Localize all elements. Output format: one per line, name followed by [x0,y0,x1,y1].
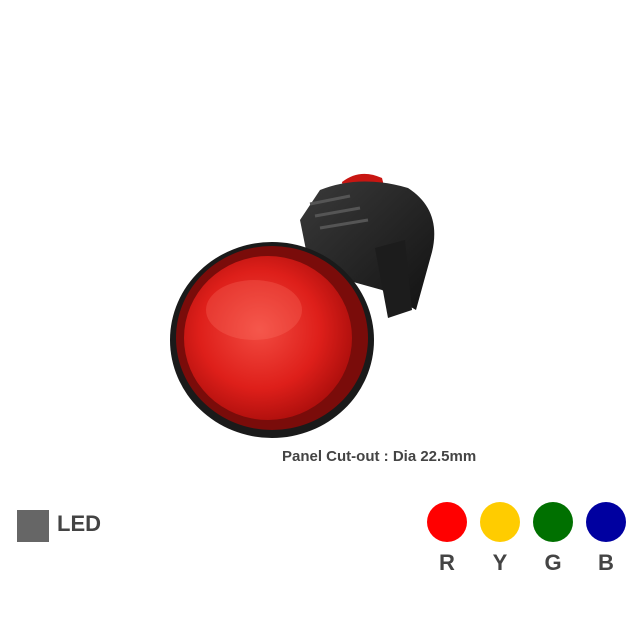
color-dot-yellow [480,502,520,542]
color-dot-red [427,502,467,542]
color-dot-blue [586,502,626,542]
color-letter-r: R [439,550,455,575]
panel-cutout-caption: Panel Cut-out : Dia 22.5mm [282,448,477,465]
color-letter-g: G [544,550,562,575]
color-letter-b: B [598,550,614,575]
led-swatch [17,510,49,542]
led-label: LED [57,511,101,536]
led-indicator-lamp-image [170,173,435,438]
color-letter-y: Y [492,550,508,575]
color-dot-green [533,502,573,542]
